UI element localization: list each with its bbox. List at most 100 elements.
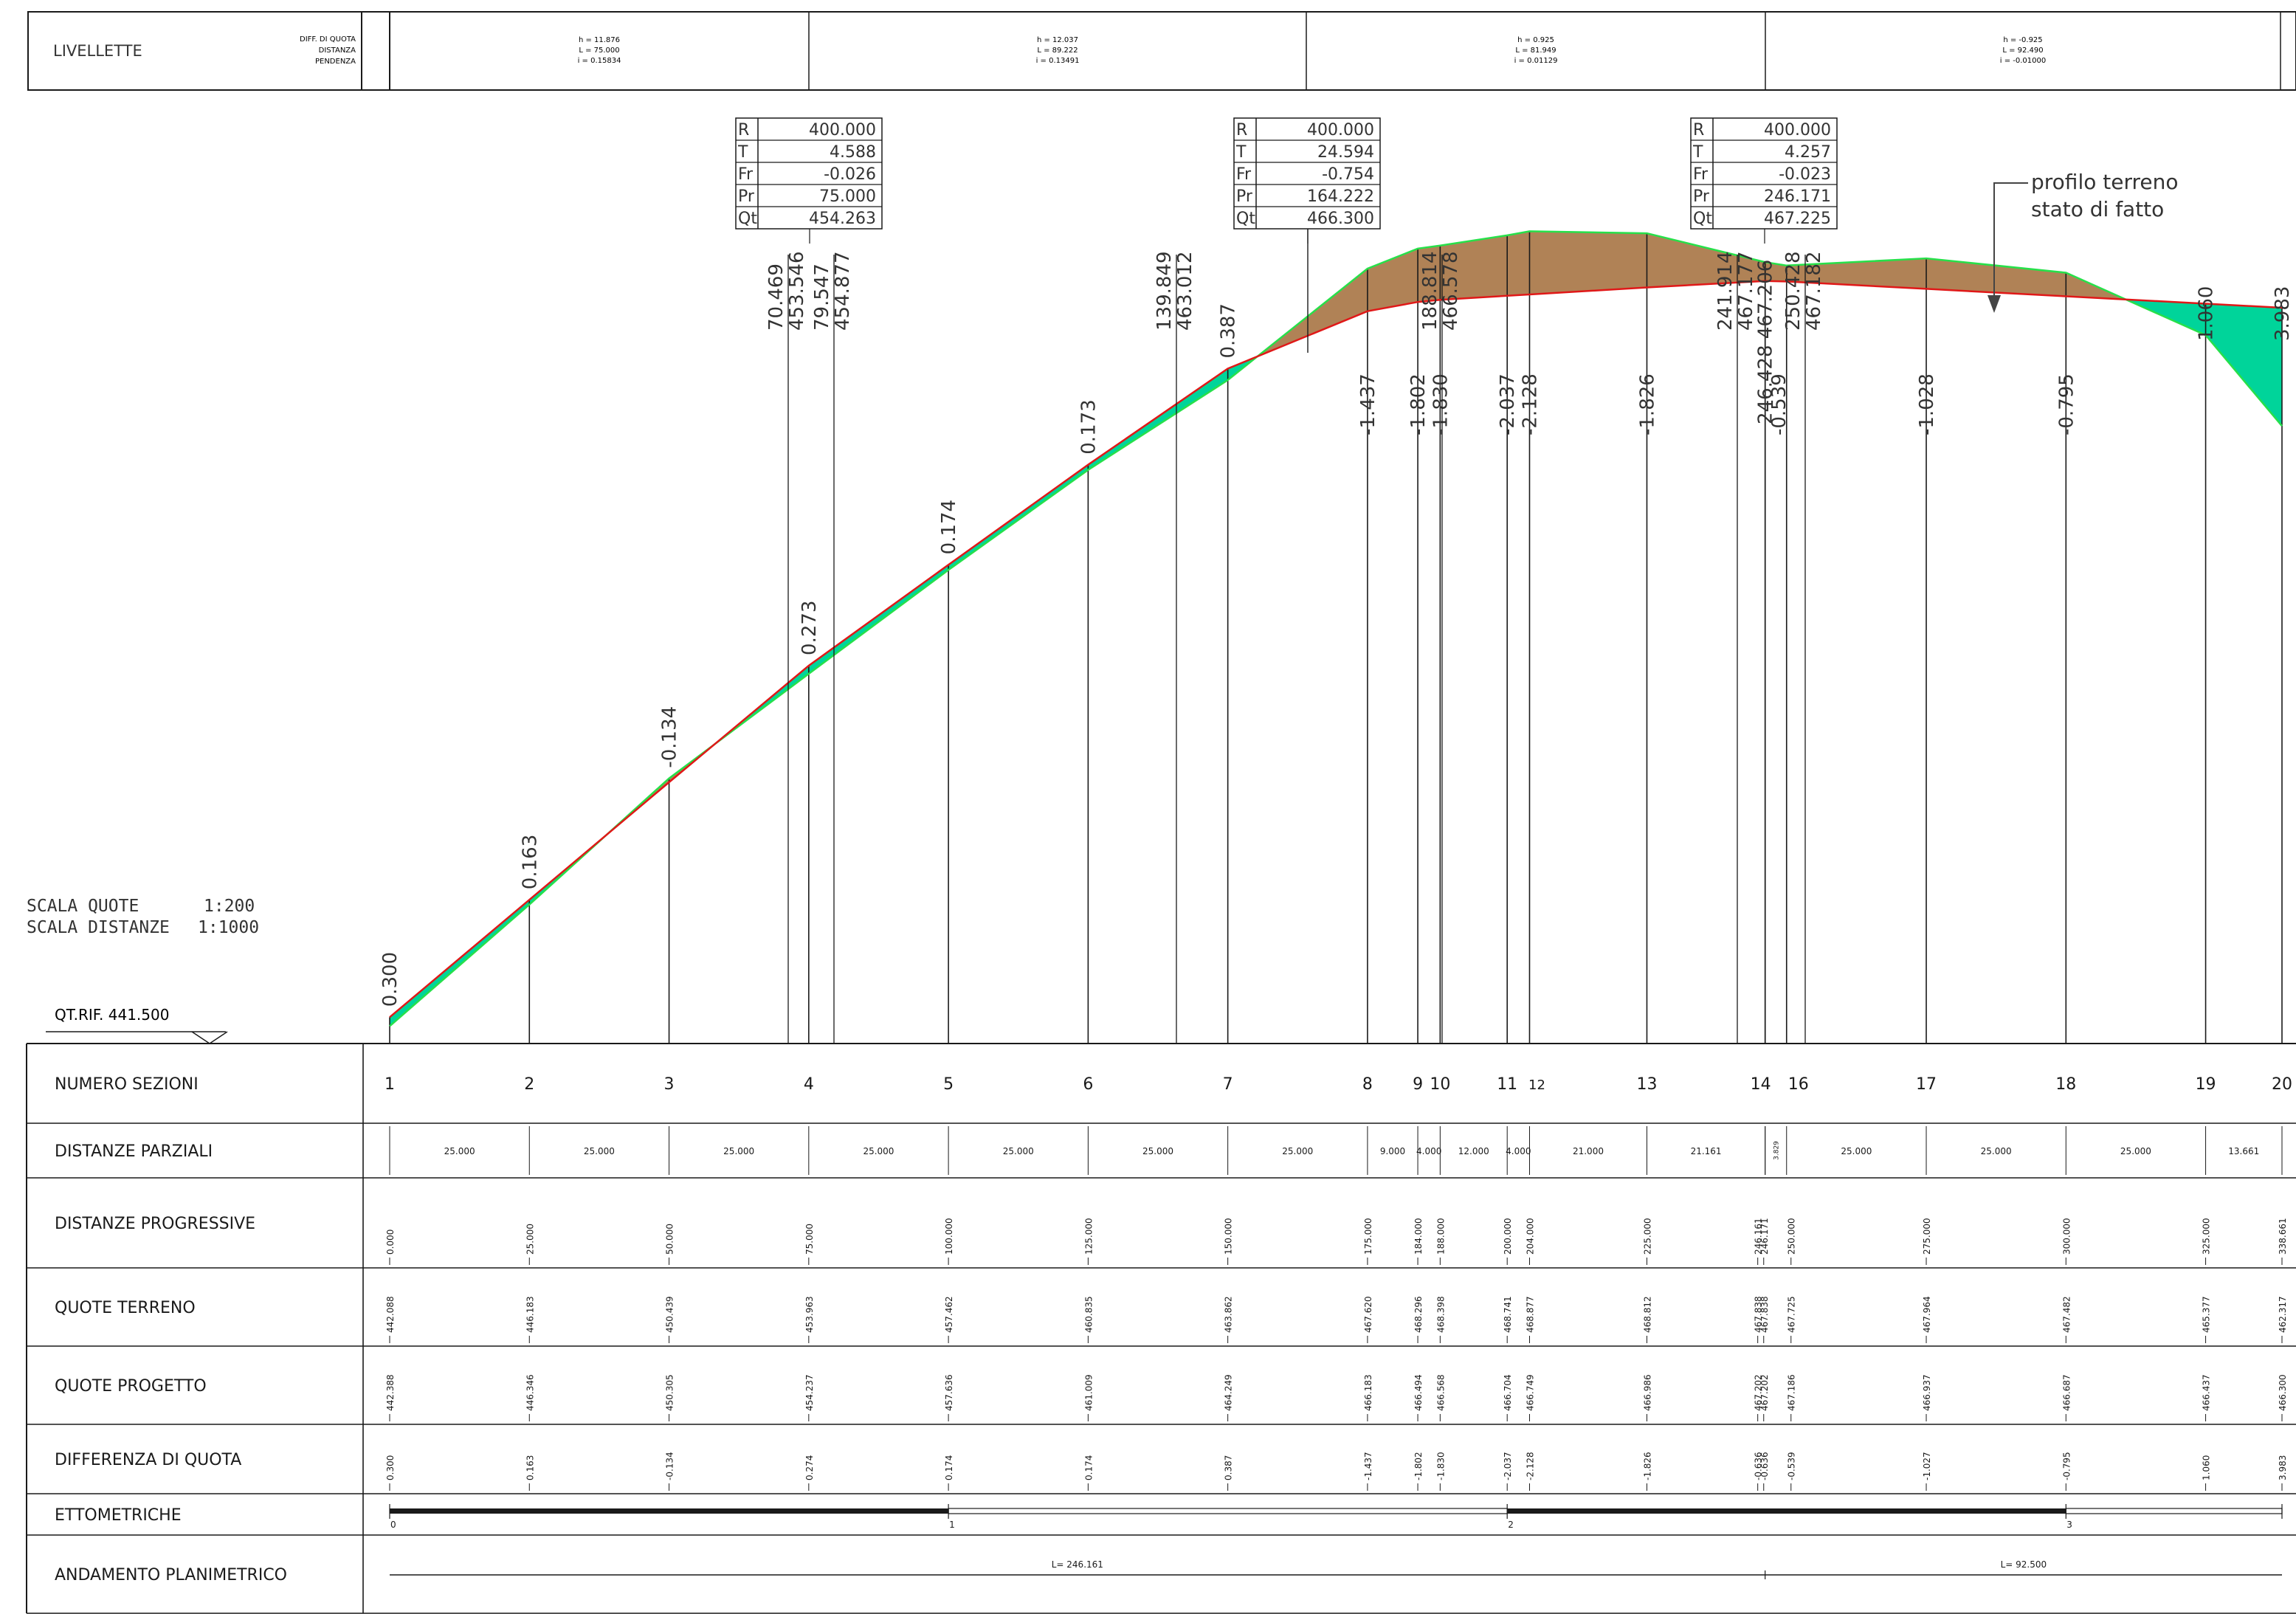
value-prog_q: 466.183: [1363, 1374, 1373, 1411]
partial-distance: 4.000: [1506, 1146, 1531, 1156]
value-diff: 3.983: [2278, 1455, 2288, 1480]
value-prog_q: 466.687: [2061, 1374, 2072, 1411]
value-prog_q: 466.937: [1922, 1374, 1932, 1411]
value-terr: 467.620: [1363, 1296, 1373, 1333]
livellette-title: LIVELLETTE: [53, 42, 142, 60]
value-prog: 184.000: [1413, 1218, 1424, 1255]
livellette-legend: DIFF. DI QUOTA: [300, 35, 356, 44]
value-prog: 175.000: [1363, 1218, 1373, 1255]
value-prog_q: 450.305: [665, 1374, 675, 1411]
livellette-segment: h = 0.925 L = 81.949 i = 0.01129: [1514, 36, 1558, 65]
curve-box-frame: [1690, 117, 1838, 230]
ettometric-label: 1: [949, 1520, 955, 1530]
section-number: 10: [1430, 1075, 1450, 1094]
value-prog: 150.000: [1224, 1218, 1234, 1255]
row-label-progressive: DISTANZE PROGRESSIVE: [55, 1215, 255, 1233]
scale-distanze-label: SCALA DISTANZE: [27, 918, 170, 937]
diff-label: 3.983: [2272, 286, 2294, 341]
section-number: 20: [2272, 1075, 2292, 1094]
diff-label: 1.060: [2196, 286, 2218, 341]
vertex-elevation: 466.578: [1440, 251, 1462, 331]
vertex-progressive: 79.547: [811, 263, 833, 331]
curve-box-frame: [1233, 117, 1381, 230]
diff-label: -1.830: [1430, 373, 1452, 435]
vertex-elevation: 454.877: [832, 251, 854, 331]
row-label-parziali: DISTANZE PARZIALI: [55, 1142, 213, 1161]
value-diff: -1.802: [1413, 1452, 1424, 1480]
value-prog_q: 466.568: [1435, 1374, 1446, 1411]
value-diff: -1.830: [1435, 1452, 1446, 1480]
design-line: [389, 280, 2283, 1018]
value-prog_q: 466.704: [1503, 1374, 1513, 1411]
profile-fill: [1088, 368, 1228, 470]
curve-param-label: Pr: [1693, 187, 1710, 206]
diff-label: -1.028: [1916, 373, 1938, 435]
diff-label: -1.826: [1636, 373, 1658, 435]
value-prog: 225.000: [1642, 1218, 1652, 1255]
section-number: 13: [1636, 1075, 1657, 1094]
section-number: 9: [1413, 1075, 1423, 1094]
partial-distance: 25.000: [1841, 1146, 1872, 1156]
value-terr: 467.725: [1787, 1296, 1797, 1333]
curve-param-value: 164.222: [1307, 187, 1374, 206]
section-number: 8: [1362, 1075, 1373, 1094]
partial-distance: 12.000: [1458, 1146, 1489, 1156]
value-prog: 125.000: [1083, 1218, 1094, 1255]
annotation-leader: [1993, 182, 2028, 306]
diff-label: 0.387: [1218, 303, 1240, 358]
livellette-legend: PENDENZA: [315, 58, 356, 66]
ettometric-bar-hollow: [2065, 1508, 2283, 1514]
value-diff: 0.174: [944, 1455, 954, 1480]
vertex-progressive: 188.814: [1419, 251, 1441, 331]
diff-label: -2.037: [1497, 373, 1519, 435]
section-number: 2: [524, 1075, 534, 1094]
curve-param-value: 75.000: [819, 187, 876, 206]
curve-param-value: 246.171: [1764, 187, 1831, 206]
segment-h: h = 12.037: [1037, 36, 1078, 44]
segment-i: i = 0.01129: [1514, 57, 1558, 65]
segment-l: L = 75.000: [579, 46, 619, 55]
value-prog_q: 457.636: [944, 1374, 954, 1411]
row-label-progetto: QUOTE PROGETTO: [55, 1377, 207, 1396]
section-number: 19: [2196, 1075, 2216, 1094]
vertex-elevation: 467.182: [1803, 251, 1825, 331]
vertex-elevation: 463.012: [1174, 251, 1196, 331]
partial-distance: 21.000: [1573, 1146, 1604, 1156]
section-number: 16: [1788, 1075, 1809, 1094]
curve-param-value: 454.263: [809, 210, 876, 228]
curve-box: R 400.000 T 24.594 Fr -0.754 Pr 164.222 Qt 466.30…: [1233, 117, 1381, 244]
value-prog: 75.000: [804, 1224, 815, 1255]
vertex-progressive: 139.849: [1154, 251, 1176, 331]
value-diff: -2.128: [1525, 1452, 1535, 1480]
vertex-elevation: 453.546: [786, 251, 808, 331]
row-label-terreno: QUOTE TERRENO: [55, 1299, 196, 1317]
curve-param-value: 400.000: [1764, 121, 1831, 139]
value-diff: 0.387: [1224, 1455, 1234, 1480]
profile-fill: [808, 565, 949, 674]
partial-distance: 25.000: [444, 1146, 475, 1156]
value-prog_q: 454.237: [804, 1374, 815, 1411]
profile-area: 0.300 0.163 -0.134 0.273 0.174 0.173 0.387 -1.4…: [379, 230, 2294, 1044]
ettometric-label: 2: [1508, 1520, 1514, 1530]
curve-box: R 400.000 T 4.588 Fr -0.026 Pr 75.000 Qt 454.263: [735, 117, 883, 244]
profile-fill: [1440, 235, 1508, 300]
value-prog: 50.000: [665, 1224, 675, 1255]
value-prog_q: 467.202: [1759, 1374, 1770, 1411]
value-prog: 25.000: [525, 1224, 535, 1255]
value-terr: 467.838: [1759, 1296, 1770, 1333]
diff-label: -0.795: [2055, 373, 2078, 435]
value-terr: 450.439: [665, 1296, 675, 1333]
value-prog: 325.000: [2202, 1218, 2212, 1255]
partial-distance: 25.000: [1142, 1146, 1173, 1156]
value-prog: 250.000: [1787, 1218, 1797, 1255]
segment-h: h = -0.925: [2003, 36, 2042, 44]
livellette-segment: h = 11.876 L = 75.000 i = 0.15834: [578, 36, 621, 65]
profile-fill: [948, 464, 1089, 570]
segment-l: L = 81.949: [1515, 46, 1556, 55]
profile-fill: [1507, 231, 1530, 296]
row-label-ettometriche: ETTOMETRICHE: [55, 1506, 182, 1525]
